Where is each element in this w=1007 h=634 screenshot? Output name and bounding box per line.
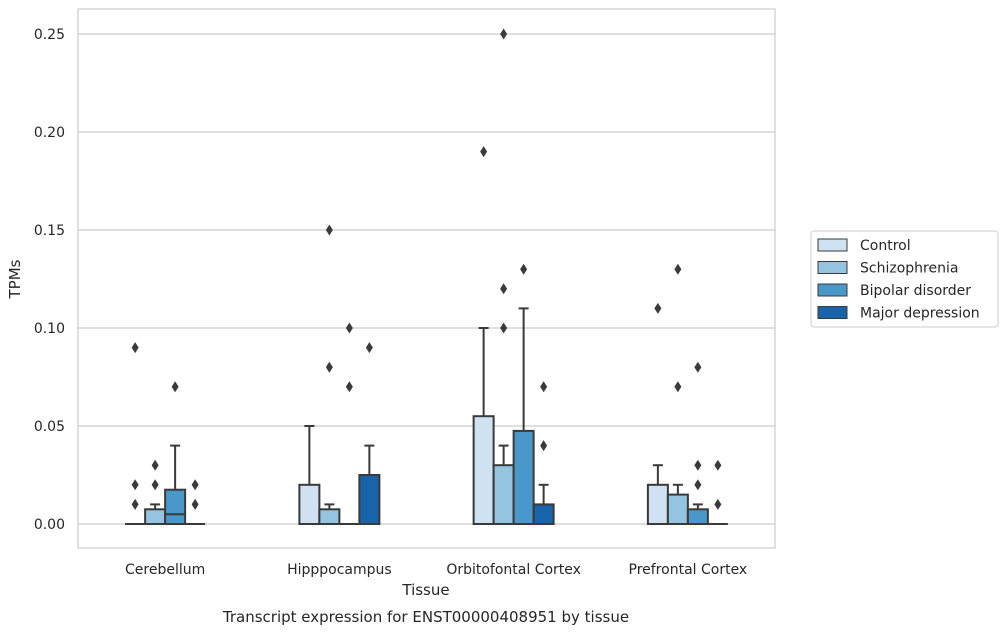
outlier-point (694, 459, 702, 471)
y-tick-labels: 0.00 0.05 0.10 0.15 0.20 0.25 (34, 27, 65, 533)
outlier-point (674, 381, 682, 393)
box (646, 483, 669, 525)
box-group (646, 302, 669, 525)
outlier-point (480, 146, 488, 158)
box-group (686, 361, 709, 525)
legend-label: Major depression (860, 306, 980, 322)
legend-label: Schizophrenia (860, 261, 958, 277)
outlier-point (540, 440, 548, 452)
outlier-point (520, 263, 528, 275)
outlier-point (654, 302, 662, 314)
legend-label: Bipolar disorder (860, 283, 971, 299)
outlier-point (540, 381, 548, 393)
box-group (666, 263, 689, 526)
box (532, 503, 555, 525)
outlier-point (500, 28, 508, 40)
y-tick-label: 0.20 (34, 125, 65, 141)
outlier-point (191, 498, 199, 510)
box-group (532, 381, 555, 525)
gridlines (78, 33, 775, 525)
outlier-point (131, 498, 139, 510)
legend-frame (810, 230, 999, 328)
box (686, 508, 709, 525)
box-group (512, 263, 535, 525)
outlier-point (345, 322, 353, 334)
outlier-point (365, 342, 373, 354)
outlier-point (345, 381, 353, 393)
x-tick-label: Hipppocampus (287, 562, 392, 578)
box (358, 474, 381, 525)
box-group (298, 425, 321, 525)
outlier-point (151, 479, 159, 491)
outlier-point (714, 498, 722, 510)
y-tick-label: 0.15 (34, 223, 65, 239)
y-tick-label: 0.05 (34, 419, 65, 435)
legend-swatch (817, 261, 848, 274)
box (144, 508, 167, 525)
outlier-point (171, 381, 179, 393)
box (298, 483, 321, 525)
box-group (492, 28, 515, 526)
x-tick-label: Orbitofontal Cortex (446, 562, 581, 578)
box-group (144, 459, 167, 525)
box (472, 415, 495, 526)
box (318, 508, 341, 525)
chart-caption: Transcript expression for ENST0000040895… (222, 608, 629, 626)
box-group (318, 224, 341, 525)
y-axis-label: TPMs (6, 259, 24, 299)
box-group (185, 479, 206, 525)
y-tick-label: 0.00 (34, 517, 65, 533)
box-group (472, 146, 495, 526)
box (492, 464, 515, 526)
outlier-point (714, 459, 722, 471)
box-group (164, 381, 187, 526)
box-group (707, 459, 728, 525)
legend: Control Schizophrenia Bipolar disorder Majo… (810, 230, 999, 328)
outlier-point (131, 479, 139, 491)
outlier-point (500, 283, 508, 295)
box-group (125, 342, 146, 525)
y-tick-label: 0.10 (34, 321, 65, 337)
outlier-point (500, 322, 508, 334)
legend-swatch (817, 306, 848, 319)
x-axis-label: Tissue (401, 581, 449, 599)
outlier-point (191, 479, 199, 491)
outlier-point (674, 263, 682, 275)
box (512, 429, 535, 525)
outlier-point (131, 342, 139, 354)
plot-frame (77, 8, 776, 549)
outlier-point (151, 459, 159, 471)
x-tick-label: Cerebellum (125, 562, 205, 578)
outlier-point (325, 224, 333, 236)
x-tick-labels: Cerebellum Hipppocampus Orbitofontal Corte… (125, 562, 747, 578)
legend-swatch (817, 238, 848, 252)
y-tick-label: 0.25 (34, 27, 65, 43)
box-group (339, 322, 360, 525)
legend-swatch (817, 283, 848, 297)
x-tick-label: Prefrontal Cortex (629, 562, 748, 578)
outlier-point (694, 479, 702, 491)
plot-data (125, 28, 728, 526)
outlier-point (325, 361, 333, 373)
box-group (358, 342, 381, 525)
box (164, 488, 187, 526)
outlier-point (694, 361, 702, 373)
box (666, 493, 689, 526)
legend-label: Control (860, 238, 911, 254)
